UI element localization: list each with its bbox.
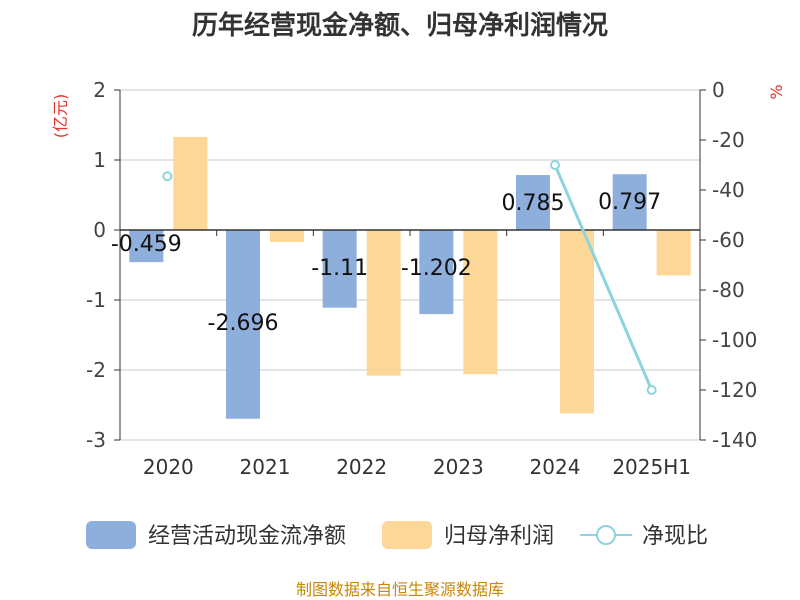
x-tick-label: 2022 xyxy=(336,455,387,479)
cashflow-bar xyxy=(129,230,164,263)
left-tick-label: 2 xyxy=(93,78,106,102)
legend-swatch xyxy=(86,521,136,549)
x-tick-label: 2021 xyxy=(240,455,291,479)
x-tick-label: 2025H1 xyxy=(612,455,691,479)
chart-title: 历年经营现金净额、归母净利润情况 xyxy=(192,10,608,41)
cashflow-bar xyxy=(612,174,647,230)
cashflow-bar xyxy=(322,230,357,308)
right-tick-label: -40 xyxy=(712,178,745,202)
legend-swatch xyxy=(382,521,432,549)
right-tick-label: -20 xyxy=(712,128,745,152)
profit-bar xyxy=(173,136,208,230)
x-tick-label: 2024 xyxy=(530,455,581,479)
ratio-point xyxy=(646,385,657,395)
bars xyxy=(129,136,691,419)
left-tick-label: -2 xyxy=(86,358,106,382)
x-tick-label: 2020 xyxy=(143,455,194,479)
legend-label: 净现比 xyxy=(642,524,708,549)
cashflow-data-label: 0.785 xyxy=(502,191,565,216)
ratio-point xyxy=(550,160,560,170)
right-tick-label: -100 xyxy=(712,328,757,352)
right-tick-label: 0 xyxy=(712,78,725,102)
left-tick-label: -3 xyxy=(86,428,106,452)
right-axis-unit: % xyxy=(767,84,786,99)
legend-marker xyxy=(596,525,616,545)
left-tick-label: 0 xyxy=(93,218,106,242)
legend: 经营活动现金流净额 归母净利润 净现比 xyxy=(86,521,708,549)
left-axis-unit: (亿元) xyxy=(51,94,70,139)
cashflow-bar xyxy=(516,175,550,230)
data-labels: -0.459 -2.696 -1.11 -1.202 0.785 0.797 xyxy=(111,190,661,336)
profit-bar xyxy=(463,230,498,375)
axes: 2 1 0 -1 -2 -3 0 -20 -40 -60 -80 -100 -120 -140 2020 20… xyxy=(86,78,757,479)
right-tick-label: -120 xyxy=(712,378,757,402)
ratio-point xyxy=(162,171,173,182)
legend-label: 归母净利润 xyxy=(444,524,554,549)
profit-bar xyxy=(270,230,304,242)
cashflow-data-label: -1.202 xyxy=(401,256,472,281)
cashflow-bar xyxy=(419,230,454,315)
profit-bar xyxy=(656,230,691,276)
cashflow-data-label: -2.696 xyxy=(208,311,279,336)
left-tick-label: -1 xyxy=(86,288,106,312)
right-tick-label: -140 xyxy=(712,428,757,452)
ratio-line xyxy=(162,160,657,395)
right-tick-label: -60 xyxy=(712,228,745,252)
cashflow-data-label: -1.11 xyxy=(311,256,368,281)
ratio-line-segment xyxy=(553,164,654,391)
legend-label: 经营活动现金流净额 xyxy=(148,524,346,549)
left-tick-label: 1 xyxy=(93,148,106,172)
cashflow-data-label: -0.459 xyxy=(111,232,182,257)
source-note: 制图数据来自恒生聚源数据库 xyxy=(296,580,504,599)
cashflow-data-label: 0.797 xyxy=(598,190,661,215)
profit-bar xyxy=(366,230,401,376)
profit-bar xyxy=(560,230,594,414)
right-tick-label: -80 xyxy=(712,278,745,302)
cashflow-bar xyxy=(226,230,260,419)
x-tick-label: 2023 xyxy=(433,455,484,479)
